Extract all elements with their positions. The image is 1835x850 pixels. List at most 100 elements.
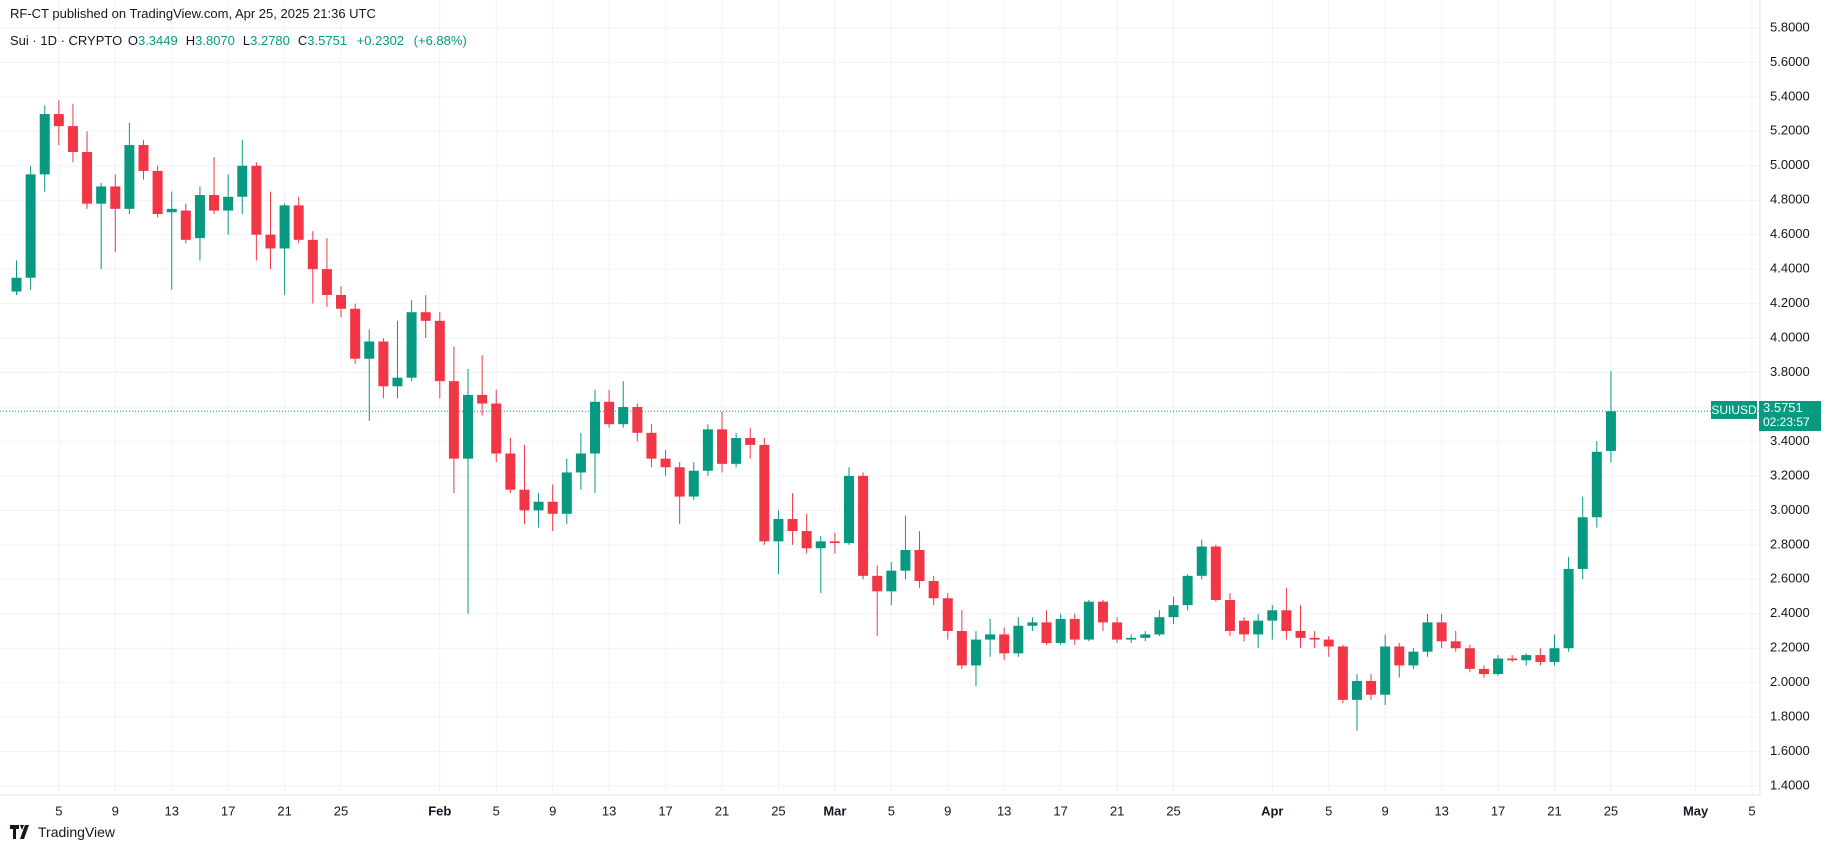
- x-tick-label: 21: [1547, 803, 1561, 818]
- candle-body: [1535, 655, 1546, 662]
- y-tick-label: 2.0000: [1770, 674, 1810, 689]
- candle-body: [25, 174, 36, 278]
- x-tick-label: 9: [1382, 803, 1389, 818]
- candle-body: [660, 458, 671, 468]
- candle-body: [1323, 639, 1334, 647]
- candle-body: [364, 341, 375, 359]
- candle-body: [928, 581, 939, 599]
- candle-body: [773, 518, 784, 542]
- candle-body: [82, 151, 93, 204]
- candle-body: [180, 210, 191, 240]
- y-tick-label: 4.0000: [1770, 329, 1810, 344]
- candle-body: [547, 501, 558, 514]
- candle-body: [942, 598, 953, 631]
- y-tick-label: 1.8000: [1770, 709, 1810, 724]
- candle-body: [1351, 680, 1362, 700]
- candle-body: [166, 208, 177, 213]
- x-tick-label: Apr: [1261, 803, 1283, 818]
- y-tick-label: 5.6000: [1770, 54, 1810, 69]
- x-tick-label: May: [1683, 803, 1709, 818]
- x-tick-label: 21: [715, 803, 729, 818]
- candle-body: [999, 634, 1010, 654]
- candle-body: [575, 453, 586, 473]
- candle-body: [392, 377, 403, 387]
- legend: Sui · 1D · CRYPTO O3.3449 H3.8070 L3.2780 C…: [10, 33, 473, 48]
- x-tick-label: Mar: [823, 803, 846, 818]
- x-tick-label: 13: [164, 803, 178, 818]
- x-tick-label: 21: [277, 803, 291, 818]
- candle-body: [237, 165, 248, 197]
- candle-body: [53, 114, 64, 127]
- y-tick-label: 5.0000: [1770, 157, 1810, 172]
- candle-body: [970, 639, 981, 666]
- candle-body: [1154, 617, 1165, 635]
- candle-body: [194, 195, 205, 239]
- candle-body: [858, 475, 869, 576]
- x-tick-label: 9: [549, 803, 556, 818]
- candle-body: [1013, 625, 1024, 654]
- x-tick-label: 9: [944, 803, 951, 818]
- ohlc-value: 3.8070: [195, 33, 235, 48]
- candle-body: [110, 186, 121, 209]
- x-tick-label: 25: [1604, 803, 1618, 818]
- published-line: RF-CT published on TradingView.com, Apr …: [10, 6, 376, 21]
- x-tick-label: 5: [493, 803, 500, 818]
- candle-body: [1140, 634, 1151, 638]
- candle-body: [1281, 610, 1292, 631]
- candle-body: [279, 205, 290, 249]
- ohlc-key: L: [242, 33, 251, 48]
- candle-body: [1337, 646, 1348, 700]
- candle-body: [632, 406, 643, 433]
- candle-body: [1055, 618, 1066, 644]
- candle-body: [843, 475, 854, 544]
- candle-body: [1478, 668, 1489, 675]
- ticker-tag: SUIUSD: [1711, 401, 1757, 420]
- candle-body: [674, 467, 685, 497]
- brand: TradingView: [38, 824, 116, 840]
- candle-body: [477, 394, 488, 404]
- x-tick-label: 5: [55, 803, 62, 818]
- candle-body: [1267, 610, 1278, 621]
- y-tick-label: 4.8000: [1770, 192, 1810, 207]
- y-tick-label: 4.4000: [1770, 261, 1810, 276]
- x-tick-label: 21: [1110, 803, 1124, 818]
- candle-body: [533, 501, 544, 511]
- ohlc-value: 3.2780: [250, 33, 290, 48]
- candle-body: [646, 432, 657, 459]
- candle-body: [1126, 637, 1137, 640]
- change-pct: (+6.88%): [413, 33, 467, 48]
- candle-body: [815, 541, 826, 549]
- candle-body: [590, 401, 601, 454]
- candle-body: [96, 186, 107, 204]
- candle-body: [1196, 546, 1207, 576]
- candle-body: [223, 196, 234, 211]
- candle-body: [336, 294, 347, 309]
- candle-body: [1083, 601, 1094, 640]
- y-tick-label: 5.2000: [1770, 123, 1810, 138]
- candle-body: [1295, 630, 1306, 638]
- ohlc-key: C: [297, 33, 308, 48]
- y-tick-label: 4.2000: [1770, 295, 1810, 310]
- candle-body: [1168, 605, 1179, 618]
- x-tick-label: 5: [1325, 803, 1332, 818]
- candle-body: [801, 531, 812, 549]
- y-tick-label: 2.6000: [1770, 571, 1810, 586]
- y-tick-label: 4.6000: [1770, 226, 1810, 241]
- y-tick-label: 1.4000: [1770, 777, 1810, 792]
- candle-body: [350, 308, 361, 359]
- candle-body: [956, 630, 967, 666]
- footer: TradingView: [10, 824, 115, 840]
- y-tick-label: 5.4000: [1770, 88, 1810, 103]
- y-tick-label: 2.2000: [1770, 640, 1810, 655]
- candle-body: [491, 403, 502, 454]
- candle-body: [152, 170, 163, 214]
- price: 3.5751: [1763, 400, 1803, 416]
- y-tick-label: 3.8000: [1770, 364, 1810, 379]
- candle-body: [1380, 646, 1391, 695]
- candle-body: [251, 165, 262, 235]
- y-tick-label: 2.8000: [1770, 536, 1810, 551]
- x-tick-label: 25: [334, 803, 348, 818]
- candle-body: [702, 429, 713, 471]
